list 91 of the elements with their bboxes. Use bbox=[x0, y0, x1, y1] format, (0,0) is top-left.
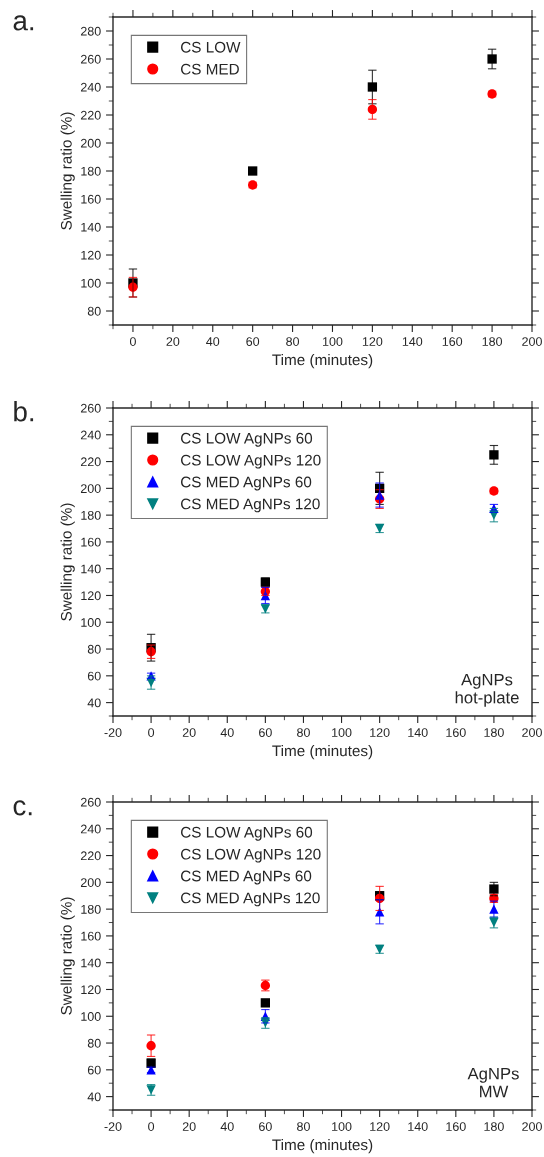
y-tick-label: 180 bbox=[81, 166, 101, 176]
x-tick-label: 180 bbox=[484, 1122, 504, 1131]
x-axis-title: Time (minutes) bbox=[272, 745, 373, 760]
x-axis-title: Time (minutes) bbox=[272, 354, 373, 369]
x-axis-title: Time (minutes) bbox=[272, 1139, 373, 1154]
legend-label: CS LOW bbox=[181, 41, 241, 53]
legend-label: CS LOW AgNPs 60 bbox=[181, 432, 313, 447]
y-axis-title: Swelling ratio (%) bbox=[60, 503, 75, 621]
legend-label: CS MED AgNPs 60 bbox=[181, 870, 312, 885]
y-tick-label: 160 bbox=[81, 931, 101, 941]
x-tick-label: 140 bbox=[402, 337, 423, 346]
x-tick-label: 200 bbox=[522, 1122, 542, 1131]
x-tick-label: 80 bbox=[286, 337, 300, 346]
y-tick-label: 220 bbox=[80, 457, 101, 467]
y-tick-label: 160 bbox=[81, 194, 101, 204]
chart-title: c. bbox=[13, 800, 32, 816]
y-tick-label: 240 bbox=[80, 82, 101, 92]
y-tick-label: 120 bbox=[81, 985, 101, 995]
x-tick-label: 60 bbox=[246, 337, 260, 346]
x-tick-label: 100 bbox=[323, 337, 343, 346]
chart-title: a. bbox=[13, 15, 34, 31]
x-tick-label: 120 bbox=[370, 728, 390, 737]
x-tick-label: 180 bbox=[482, 337, 503, 346]
x-tick-label: 80 bbox=[297, 1122, 310, 1131]
y-tick-label: 40 bbox=[87, 698, 101, 708]
y-tick-label: 180 bbox=[81, 510, 101, 520]
x-tick-label: 160 bbox=[442, 337, 463, 346]
y-tick-label: 200 bbox=[80, 484, 101, 493]
y-tick-label: 100 bbox=[81, 618, 101, 627]
y-tick-label: 40 bbox=[87, 1092, 101, 1102]
x-tick-label: 40 bbox=[206, 337, 220, 346]
x-tick-label: 140 bbox=[408, 728, 428, 737]
x-tick-label: 20 bbox=[182, 728, 196, 737]
x-tick-label: 100 bbox=[332, 728, 352, 737]
legend-label: CS MED AgNPs 60 bbox=[181, 476, 312, 491]
x-tick-label: 40 bbox=[220, 728, 234, 737]
y-tick-label: 60 bbox=[87, 671, 101, 681]
y-tick-label: 200 bbox=[80, 878, 101, 887]
y-tick-label: 200 bbox=[80, 138, 101, 148]
x-tick-label: 180 bbox=[484, 728, 504, 737]
x-tick-label: 200 bbox=[522, 728, 542, 737]
y-tick-label: 260 bbox=[80, 403, 101, 413]
x-tick-label: 80 bbox=[297, 728, 310, 737]
x-tick-label: 0 bbox=[148, 728, 155, 737]
y-tick-label: 280 bbox=[80, 26, 101, 36]
x-tick-label: 0 bbox=[148, 1122, 155, 1131]
x-tick-label: 60 bbox=[259, 1122, 272, 1131]
y-axis-title: Swelling ratio (%) bbox=[60, 897, 75, 1015]
x-tick-label: 200 bbox=[522, 337, 542, 346]
x-tick-label: 160 bbox=[446, 1122, 466, 1131]
y-axis-title: Swelling ratio (%) bbox=[60, 112, 75, 230]
y-tick-label: 140 bbox=[81, 958, 101, 968]
y-tick-label: 60 bbox=[87, 1065, 101, 1075]
x-tick-label: 140 bbox=[408, 1122, 428, 1131]
y-tick-label: 240 bbox=[80, 824, 101, 834]
legend-label: CS MED bbox=[181, 63, 239, 75]
y-tick-label: 80 bbox=[87, 1038, 101, 1048]
y-tick-label: 180 bbox=[81, 904, 101, 914]
x-tick-label: 60 bbox=[259, 728, 272, 737]
x-tick-label: 0 bbox=[129, 337, 136, 346]
legend-label: CS MED AgNPs 120 bbox=[181, 892, 320, 907]
legend-label: CS LOW AgNPs 120 bbox=[181, 848, 321, 863]
annotation: AgNPs hot-plate bbox=[455, 673, 519, 707]
y-tick-label: 100 bbox=[81, 1012, 101, 1021]
x-tick-label: 120 bbox=[362, 337, 383, 346]
chart-title: b. bbox=[14, 401, 34, 422]
y-tick-label: 140 bbox=[81, 222, 101, 232]
y-tick-label: 120 bbox=[81, 250, 101, 260]
x-tick-label: 20 bbox=[166, 337, 180, 346]
x-tick-label: 120 bbox=[370, 1122, 390, 1131]
y-tick-label: 120 bbox=[81, 591, 101, 601]
y-tick-label: 260 bbox=[80, 54, 101, 64]
y-tick-label: 160 bbox=[81, 537, 101, 547]
y-tick-label: 80 bbox=[87, 644, 101, 654]
y-tick-label: 240 bbox=[80, 430, 101, 440]
x-tick-label: 20 bbox=[182, 1122, 196, 1131]
legend-label: CS LOW AgNPs 120 bbox=[181, 454, 321, 469]
legend-label: CS LOW AgNPs 60 bbox=[181, 826, 313, 841]
x-tick-label: -20 bbox=[104, 728, 122, 737]
y-tick-label: 220 bbox=[80, 851, 101, 861]
y-tick-label: 80 bbox=[87, 306, 101, 316]
y-tick-label: 100 bbox=[81, 278, 101, 288]
legend-label: CS MED AgNPs 120 bbox=[181, 498, 320, 513]
x-tick-label: 100 bbox=[332, 1122, 352, 1131]
x-tick-label: 160 bbox=[446, 728, 466, 737]
y-tick-label: 220 bbox=[80, 110, 101, 120]
x-tick-label: -20 bbox=[104, 1122, 122, 1131]
x-tick-label: 40 bbox=[220, 1122, 234, 1131]
y-tick-label: 260 bbox=[80, 797, 101, 807]
annotation: AgNPs MW bbox=[467, 1067, 519, 1098]
y-tick-label: 140 bbox=[81, 564, 101, 574]
